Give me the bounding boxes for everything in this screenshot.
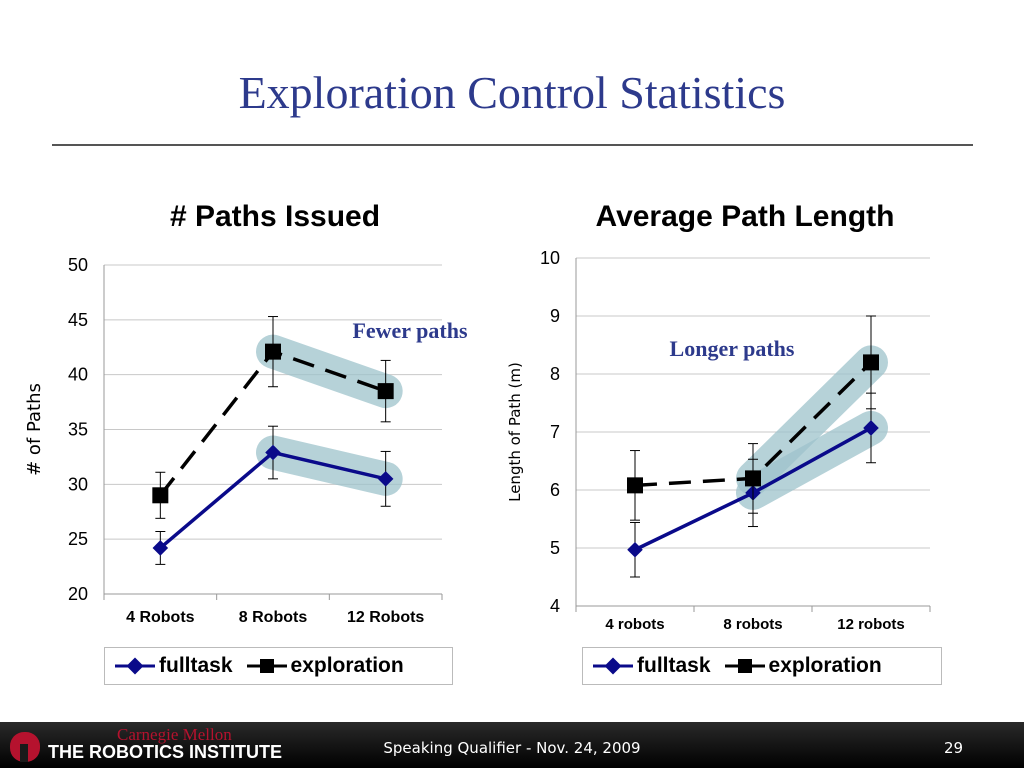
- data-point-exploration: [377, 383, 394, 400]
- legend-item-exploration: exploration: [724, 654, 882, 678]
- y-tick-label: 9: [550, 306, 560, 326]
- y-axis-label: Length of Path (m): [506, 362, 524, 502]
- y-tick-label: 25: [68, 529, 88, 549]
- logo-robotics-institute: THE ROBOTICS INSTITUTE: [48, 742, 282, 762]
- legend-label-fulltask: fulltask: [637, 654, 711, 677]
- x-tick-label: 12 robots: [837, 616, 905, 633]
- data-point-exploration: [863, 354, 879, 371]
- legend-label-exploration: exploration: [768, 654, 882, 677]
- legend-exploration-line-icon: [246, 659, 287, 673]
- legend-item-fulltask: fulltask: [593, 654, 711, 678]
- chart-annotation: Fewer paths: [352, 318, 468, 343]
- x-tick-label: 4 Robots: [126, 609, 195, 626]
- y-tick-label: 7: [550, 422, 560, 442]
- y-tick-label: 30: [68, 474, 88, 494]
- legend-item-exploration: exploration: [246, 654, 404, 678]
- y-tick-label: 4: [550, 596, 560, 616]
- data-point-exploration: [152, 487, 169, 504]
- chart-title-average-path-length: Average Path Length: [595, 200, 895, 233]
- y-tick-label: 35: [68, 420, 88, 440]
- slide-title: Exploration Control Statistics: [238, 67, 786, 118]
- y-tick-label: 50: [68, 255, 88, 275]
- footer-text: Speaking Qualifier - Nov. 24, 2009: [383, 739, 641, 757]
- y-tick-label: 20: [68, 584, 88, 604]
- data-point-fulltask: [152, 540, 169, 556]
- x-tick-label: 8 Robots: [239, 609, 308, 626]
- legend-label-fulltask: fulltask: [159, 654, 233, 677]
- page-number: 29: [944, 739, 964, 757]
- data-point-exploration: [627, 477, 643, 494]
- robotics-institute-logo: [10, 732, 40, 762]
- legend-exploration-line-icon: [724, 659, 765, 673]
- chart-title-paths-issued: # Paths Issued: [169, 200, 381, 233]
- legend-item-fulltask: fulltask: [115, 654, 233, 678]
- data-point-exploration: [265, 343, 281, 360]
- y-tick-label: 10: [540, 248, 560, 268]
- legend-average-path-length: fulltask exploration: [582, 647, 942, 685]
- y-axis-label: # of Paths: [24, 383, 45, 476]
- title-divider: [52, 144, 973, 146]
- x-tick-label: 12 Robots: [347, 609, 424, 626]
- y-tick-label: 8: [550, 364, 560, 384]
- footer-bar: Carnegie Mellon THE ROBOTICS INSTITUTE S…: [0, 722, 1024, 768]
- y-tick-label: 45: [68, 310, 88, 330]
- chart-annotation: Longer paths: [670, 336, 795, 361]
- data-point-fulltask: [627, 541, 643, 558]
- y-tick-label: 5: [550, 538, 560, 558]
- legend-label-exploration: exploration: [290, 654, 404, 677]
- legend-fulltask-line-icon: [593, 657, 633, 675]
- logo-carnegie-mellon: Carnegie Mellon: [117, 725, 232, 744]
- legend-paths-issued: fulltask exploration: [104, 647, 453, 685]
- y-tick-label: 6: [550, 480, 560, 500]
- x-tick-label: 8 robots: [723, 616, 782, 633]
- legend-fulltask-line-icon: [115, 657, 155, 675]
- data-point-exploration: [745, 470, 761, 487]
- y-tick-label: 40: [68, 365, 88, 385]
- x-tick-label: 4 robots: [605, 616, 664, 633]
